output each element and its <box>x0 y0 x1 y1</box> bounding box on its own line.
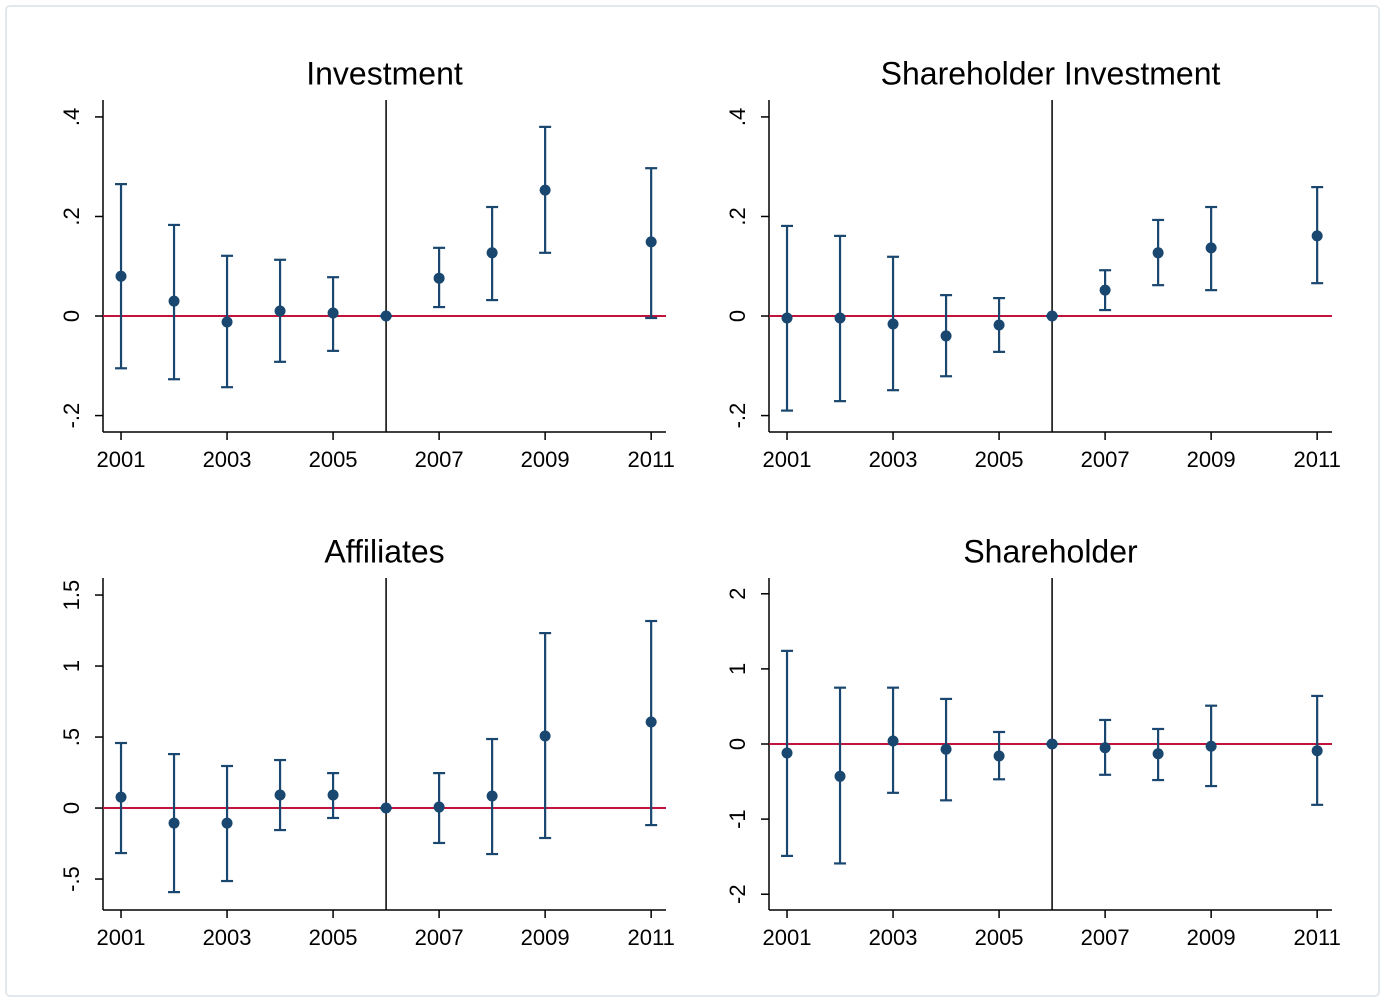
point <box>940 330 952 342</box>
y-tick-label: -1 <box>725 809 750 829</box>
point <box>433 801 445 813</box>
y-tick-label: .5 <box>59 728 84 746</box>
x-tick-label: 2001 <box>97 447 146 472</box>
point <box>274 305 286 317</box>
point <box>1311 745 1323 757</box>
point <box>1205 740 1217 752</box>
y-tick-label: .2 <box>725 207 750 225</box>
y-tick-label: -.2 <box>59 403 84 429</box>
point <box>115 791 127 803</box>
panel-title: Shareholder Investment <box>881 55 1221 91</box>
point <box>1152 247 1164 259</box>
panel-title: Investment <box>306 55 463 91</box>
x-tick-label: 2007 <box>415 447 464 472</box>
point <box>645 716 657 728</box>
panel-title: Affiliates <box>324 533 444 569</box>
x-tick-label: 2001 <box>97 925 146 950</box>
point <box>645 236 657 248</box>
x-tick-label: 2001 <box>763 447 812 472</box>
point <box>1099 742 1111 754</box>
x-tick-label: 2011 <box>628 447 675 472</box>
point <box>380 802 392 814</box>
point <box>115 270 127 282</box>
point <box>834 312 846 324</box>
point <box>993 319 1005 331</box>
point <box>993 750 1005 762</box>
point <box>221 316 233 328</box>
point <box>834 770 846 782</box>
x-tick-label: 2003 <box>203 925 252 950</box>
x-tick-label: 2005 <box>309 447 358 472</box>
point <box>274 789 286 801</box>
x-tick-label: 2011 <box>1294 925 1341 950</box>
y-tick-label: 2 <box>725 588 750 600</box>
point <box>433 272 445 284</box>
point <box>380 310 392 322</box>
point <box>1099 284 1111 296</box>
y-tick-label: -.5 <box>59 866 84 892</box>
x-tick-label: 2009 <box>1187 447 1236 472</box>
x-tick-label: 2007 <box>1081 925 1130 950</box>
point <box>168 817 180 829</box>
x-tick-label: 2009 <box>521 925 570 950</box>
point <box>221 817 233 829</box>
x-tick-label: 2005 <box>309 925 358 950</box>
point <box>327 789 339 801</box>
point <box>1205 242 1217 254</box>
y-tick-label: 0 <box>59 310 84 322</box>
point <box>539 730 551 742</box>
x-tick-label: 2007 <box>1081 447 1130 472</box>
y-tick-label: .4 <box>59 108 84 126</box>
x-tick-label: 2009 <box>1187 925 1236 950</box>
y-tick-label: 1 <box>725 663 750 675</box>
y-tick-label: -.2 <box>725 403 750 429</box>
x-tick-label: 2005 <box>975 447 1024 472</box>
point <box>781 312 793 324</box>
point <box>1311 230 1323 242</box>
y-tick-label: 1.5 <box>59 580 84 611</box>
point <box>1152 748 1164 760</box>
point <box>327 307 339 319</box>
x-tick-label: 2003 <box>869 925 918 950</box>
y-tick-label: 0 <box>59 802 84 814</box>
point <box>539 184 551 196</box>
x-tick-label: 2001 <box>763 925 812 950</box>
point <box>887 735 899 747</box>
point <box>1046 310 1058 322</box>
y-tick-label: 0 <box>725 738 750 750</box>
x-tick-label: 2011 <box>628 925 675 950</box>
x-tick-label: 2003 <box>203 447 252 472</box>
x-tick-label: 2011 <box>1294 447 1341 472</box>
point <box>940 743 952 755</box>
point <box>781 747 793 759</box>
point <box>887 318 899 330</box>
frame <box>5 5 1380 997</box>
x-tick-label: 2005 <box>975 925 1024 950</box>
y-tick-label: -2 <box>725 884 750 904</box>
panel-title: Shareholder <box>963 533 1138 569</box>
point <box>168 295 180 307</box>
point <box>486 790 498 802</box>
x-tick-label: 2003 <box>869 447 918 472</box>
y-tick-label: .2 <box>59 207 84 225</box>
x-tick-label: 2009 <box>521 447 570 472</box>
x-tick-label: 2007 <box>415 925 464 950</box>
y-tick-label: 0 <box>725 310 750 322</box>
point <box>486 247 498 259</box>
point <box>1046 738 1058 750</box>
y-tick-label: .4 <box>725 108 750 126</box>
y-tick-label: 1 <box>59 660 84 672</box>
